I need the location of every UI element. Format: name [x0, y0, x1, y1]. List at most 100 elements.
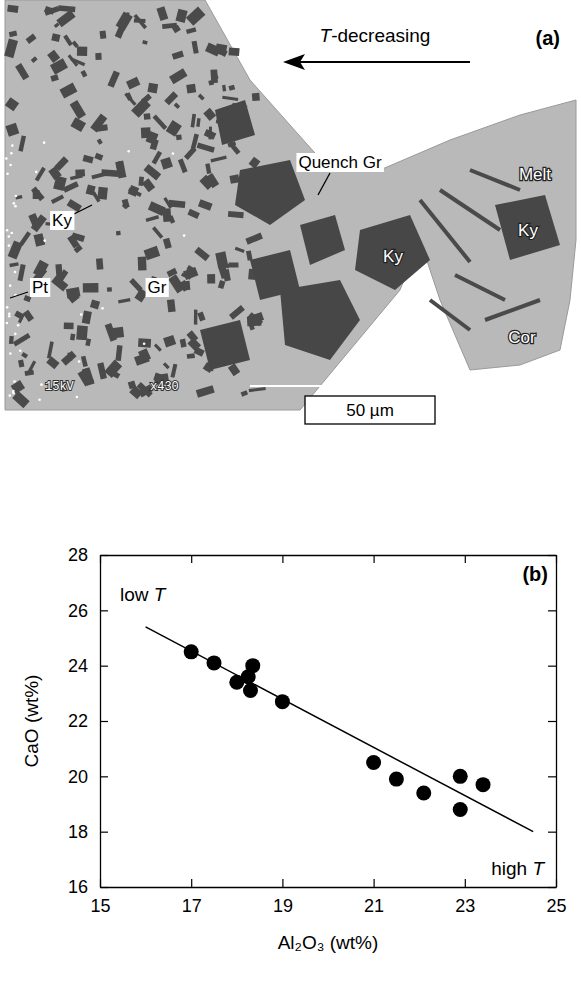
crystal — [44, 6, 60, 16]
pt-speck — [127, 150, 130, 153]
crystal — [146, 131, 159, 145]
data-point — [453, 802, 468, 817]
needle — [420, 200, 470, 262]
crystal — [250, 250, 300, 300]
tick — [548, 555, 556, 556]
pt-speck — [15, 195, 18, 198]
tick-mark — [100, 776, 108, 777]
phase-label: Cor — [508, 328, 536, 347]
tick-mark — [374, 879, 375, 887]
crystal — [163, 335, 176, 348]
phase-label: Gr — [146, 278, 169, 297]
crystal — [26, 34, 37, 44]
phase-label: Pt — [30, 278, 50, 297]
crystal — [85, 338, 91, 346]
tick: 20 — [68, 767, 108, 787]
crystal — [91, 172, 107, 180]
crystal — [64, 322, 74, 329]
crystal — [61, 351, 77, 366]
crystal — [95, 53, 101, 60]
tick-mark — [100, 721, 108, 722]
crystal — [31, 214, 47, 232]
crystal — [186, 265, 196, 273]
crystal — [178, 158, 188, 173]
crystal — [115, 161, 126, 179]
crystal — [33, 260, 49, 278]
tick-mark — [548, 555, 556, 556]
crystal — [142, 40, 148, 45]
tick — [548, 776, 556, 777]
tick-mark — [100, 666, 108, 667]
pt-speck — [10, 232, 13, 235]
crystals — [4, 5, 560, 408]
crystal — [23, 310, 34, 322]
pt-speck — [35, 171, 38, 174]
crystal — [97, 187, 108, 200]
crystal — [18, 135, 26, 151]
crystal — [210, 69, 218, 83]
crystal — [154, 344, 162, 352]
crystal — [245, 233, 263, 245]
crystal — [18, 264, 26, 281]
crystal — [192, 41, 199, 54]
tick — [548, 610, 556, 611]
crystal — [153, 115, 168, 130]
text-part: low — [120, 584, 154, 605]
tick-mark — [548, 610, 556, 611]
crystal — [83, 283, 99, 292]
crystal — [170, 364, 177, 378]
arrow-head — [283, 54, 305, 70]
tick-mark — [465, 879, 466, 887]
pt-speck — [143, 342, 146, 345]
chart: 15171921232516182022242628(b)low Thigh T… — [21, 545, 567, 953]
data-point — [207, 655, 222, 670]
text-part: T — [154, 584, 167, 605]
crystal — [187, 353, 195, 359]
crystal — [8, 240, 23, 259]
phase-label: Ky — [50, 211, 74, 230]
pt-speck — [14, 333, 17, 336]
databar-text: 15kV — [45, 380, 75, 394]
tick-label: 21 — [364, 896, 384, 916]
crystal — [163, 197, 172, 209]
pt-speck — [8, 394, 11, 397]
crystal — [81, 70, 88, 78]
crystal — [252, 93, 260, 101]
tick: 21 — [364, 879, 384, 916]
crystal — [200, 320, 250, 370]
crystal — [191, 114, 196, 128]
crystal — [198, 94, 205, 101]
panel-label: (b) — [522, 563, 548, 585]
crystal — [70, 334, 75, 341]
crystal — [78, 368, 95, 386]
phase-label-text: Quench Gr — [298, 153, 381, 172]
pt-speck — [8, 235, 11, 238]
pt-speck — [13, 380, 16, 383]
crystal — [241, 390, 249, 396]
tick-mark — [282, 555, 283, 563]
tick-label: 17 — [182, 896, 202, 916]
pt-speck — [9, 284, 12, 287]
pt-speck — [14, 205, 17, 208]
leader — [318, 173, 330, 195]
crystal — [152, 226, 163, 238]
phase-label-text: Ky — [383, 247, 403, 266]
crystal — [115, 345, 122, 361]
crystal — [116, 231, 121, 236]
crystal — [116, 12, 133, 31]
crystal — [143, 164, 161, 181]
scale-line — [250, 385, 332, 387]
crystal — [203, 108, 216, 121]
crystal — [97, 138, 103, 144]
crystal — [246, 250, 253, 260]
crystal — [228, 141, 241, 155]
pt-speck — [43, 141, 46, 144]
text-part: T — [532, 858, 545, 879]
crystal — [67, 352, 72, 360]
crystal — [122, 203, 128, 209]
crystal — [180, 339, 187, 348]
plot-marks — [146, 627, 534, 832]
data-point — [453, 769, 468, 784]
crystal — [56, 10, 75, 28]
tick-label: 15 — [90, 896, 110, 916]
